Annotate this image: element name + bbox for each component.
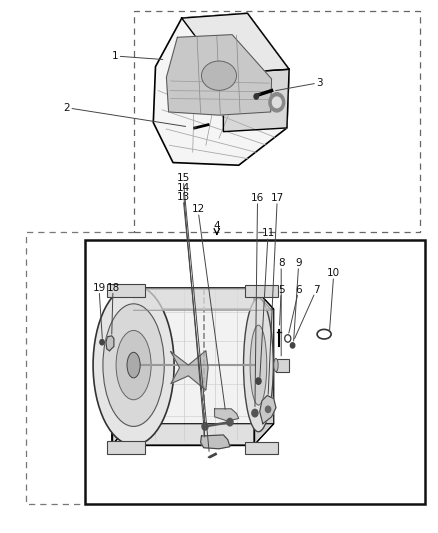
- Polygon shape: [112, 288, 254, 445]
- Ellipse shape: [103, 304, 164, 426]
- Text: 16: 16: [251, 193, 264, 203]
- Circle shape: [272, 97, 281, 108]
- Bar: [85, 240, 425, 504]
- Bar: [107, 284, 145, 297]
- Text: 3: 3: [316, 78, 323, 87]
- Text: 5: 5: [278, 285, 285, 295]
- Text: 1: 1: [111, 51, 118, 61]
- Ellipse shape: [244, 298, 273, 432]
- Polygon shape: [106, 336, 114, 351]
- Bar: [245, 442, 278, 454]
- Circle shape: [269, 93, 285, 112]
- Text: 19: 19: [92, 283, 106, 293]
- Polygon shape: [112, 288, 131, 445]
- Polygon shape: [134, 289, 272, 310]
- Circle shape: [254, 94, 258, 99]
- Polygon shape: [254, 288, 274, 445]
- Ellipse shape: [116, 330, 151, 400]
- Text: 14: 14: [177, 183, 190, 192]
- Text: 11: 11: [261, 229, 275, 238]
- Text: 17: 17: [271, 193, 284, 203]
- Polygon shape: [260, 395, 276, 424]
- Text: 9: 9: [295, 259, 302, 268]
- Polygon shape: [215, 409, 239, 421]
- Polygon shape: [166, 35, 272, 115]
- Ellipse shape: [274, 358, 278, 372]
- Ellipse shape: [93, 285, 174, 445]
- Circle shape: [252, 409, 258, 417]
- Ellipse shape: [201, 61, 237, 91]
- Polygon shape: [153, 13, 289, 165]
- Text: 4: 4: [213, 221, 220, 231]
- Circle shape: [256, 378, 261, 384]
- Text: 18: 18: [106, 283, 120, 293]
- Polygon shape: [112, 288, 274, 309]
- Circle shape: [202, 423, 208, 430]
- Text: 2: 2: [63, 103, 70, 112]
- Circle shape: [265, 406, 271, 413]
- Text: 13: 13: [177, 192, 190, 202]
- Text: 12: 12: [191, 205, 205, 214]
- Ellipse shape: [127, 352, 140, 378]
- Ellipse shape: [250, 325, 267, 405]
- Polygon shape: [201, 435, 230, 449]
- Text: 8: 8: [278, 259, 285, 268]
- Text: 7: 7: [313, 285, 320, 295]
- Bar: [276, 359, 289, 372]
- Circle shape: [227, 418, 233, 426]
- Circle shape: [100, 340, 104, 345]
- Bar: [134, 11, 420, 232]
- Bar: [107, 441, 145, 454]
- Polygon shape: [171, 351, 208, 390]
- Polygon shape: [112, 424, 274, 445]
- Text: 15: 15: [177, 173, 190, 183]
- Polygon shape: [182, 13, 289, 74]
- Text: 10: 10: [327, 269, 340, 278]
- Circle shape: [290, 343, 295, 348]
- Polygon shape: [223, 69, 289, 132]
- Text: 6: 6: [295, 285, 302, 295]
- Bar: [245, 285, 278, 297]
